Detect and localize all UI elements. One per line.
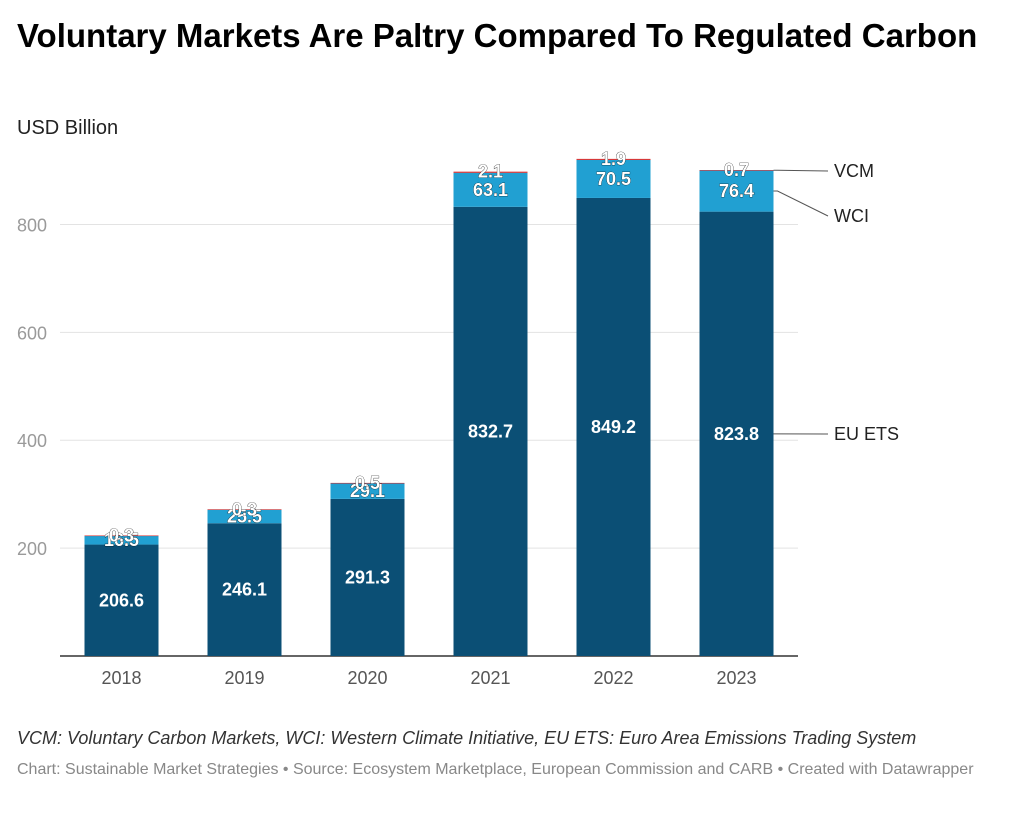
bar-segment-eu-ets [453,206,528,656]
data-label: 823.8 [714,424,759,444]
data-label: 29.1 [350,481,385,501]
legend-label: VCM [834,161,874,181]
bar-segment-wci [699,170,774,212]
data-label: 246.1 [222,580,267,600]
legend-label: WCI [834,206,869,226]
data-label: 2.1 [478,162,503,182]
x-axis: 2018 2019 2020 2021 2022 2023 [101,668,756,688]
data-label: 0.7 [724,160,749,180]
bar-segment-eu-ets [699,211,774,656]
x-tick-label: 2020 [347,668,387,688]
y-tick-label: 800 [17,215,47,235]
chart-credit: Chart: Sustainable Market Strategies • S… [17,761,974,778]
data-label: 849.2 [591,417,636,437]
data-label: 76.4 [719,181,754,201]
bar-segment-eu-ets [84,544,159,656]
legend-label: EU ETS [834,424,899,444]
x-tick-label: 2018 [101,668,141,688]
y-tick-label: 400 [17,431,47,451]
x-tick-label: 2022 [593,668,633,688]
data-label: 1.9 [601,149,626,169]
data-label: 16.5 [104,530,139,550]
data-label: 0.5 [355,473,380,493]
bar-segment-eu-ets [207,523,282,656]
bar-segment-vcm [207,509,282,510]
data-label: 0.3 [232,499,257,519]
bar-segment-vcm [699,170,774,171]
chart-subtitle: USD Billion [17,117,119,139]
x-tick-label: 2021 [470,668,510,688]
data-label: 70.5 [596,169,631,189]
y-tick-label: 600 [17,323,47,343]
bar-segment-wci [576,159,651,198]
legend-connector [773,190,829,217]
bar-segment-vcm [84,535,159,537]
gridlines [60,223,798,657]
bar-segment-wci [84,535,159,545]
data-label: 0.3 [109,525,134,545]
data-label: 63.1 [473,180,508,200]
bars: 206.616.50.3246.125.50.3291.329.10.5832.… [84,149,774,656]
bar-segment-wci [453,172,528,207]
bar-segment-vcm [576,158,651,160]
data-label: 206.6 [99,590,144,610]
x-tick-label: 2019 [224,668,264,688]
legend-connector [773,169,829,172]
bar-segment-eu-ets [330,498,405,656]
chart-title: Voluntary Markets Are Paltry Compared To… [17,17,978,54]
data-label: 291.3 [345,567,390,587]
chart-notes: VCM: Voluntary Carbon Markets, WCI: West… [17,728,917,748]
data-label: 25.5 [227,506,262,526]
bar-segment-eu-ets [576,197,651,656]
bar-segment-vcm [330,482,405,484]
data-label: 832.7 [468,421,513,441]
y-axis: 200 400 600 800 [17,215,47,559]
direct-labels: EU ETS WCI VCM [773,161,899,444]
bar-segment-vcm [453,171,528,173]
bar-segment-wci [330,483,405,499]
x-tick-label: 2023 [716,668,756,688]
bar-segment-wci [207,509,282,524]
y-tick-label: 200 [17,539,47,559]
